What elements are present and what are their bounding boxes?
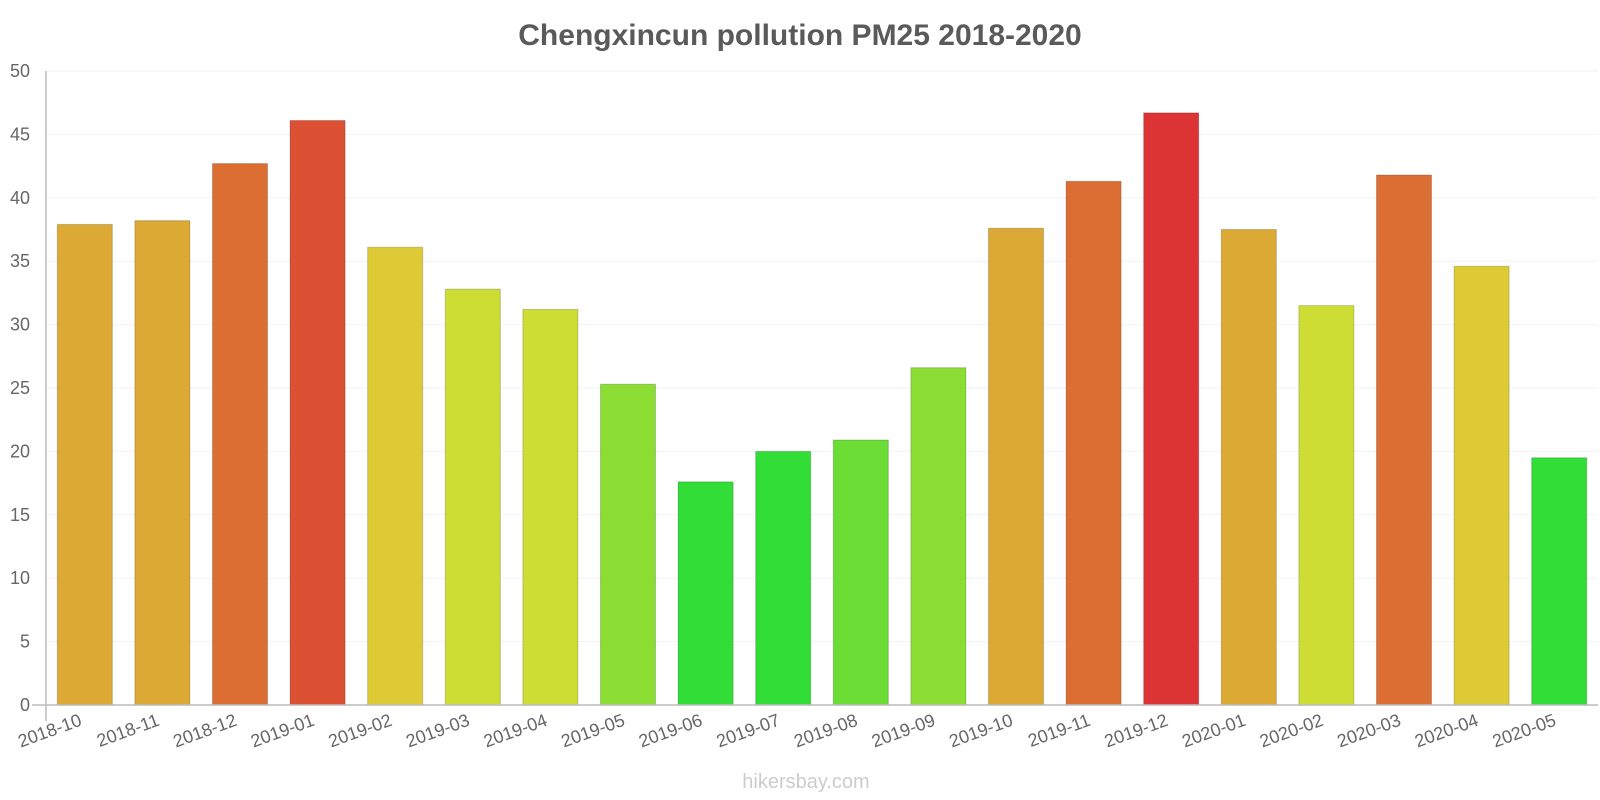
bar-2019-10 (987, 227, 1045, 706)
bar-2018-12 (211, 163, 269, 706)
y-tick-label: 35 (10, 251, 30, 271)
x-tick-label: 2020-02 (1257, 710, 1326, 751)
chart-title: Chengxincun pollution PM25 2018-2020 (518, 19, 1081, 52)
bar-2019-08 (832, 439, 889, 706)
x-tick-label: 2020-05 (1490, 710, 1559, 751)
x-tick-label: 2019-10 (946, 710, 1015, 751)
bar-2018-10 (56, 223, 113, 706)
y-tick-label: 15 (10, 505, 30, 525)
bar-2019-02 (367, 246, 424, 706)
bar-2019-06 (677, 481, 734, 706)
x-tick-label: 2019-09 (869, 710, 938, 751)
y-tick-label: 10 (10, 568, 30, 588)
x-tick-label: 2019-07 (714, 710, 783, 751)
x-tick-label: 2019-01 (248, 710, 317, 751)
x-tick-label: 2019-08 (791, 710, 860, 751)
bar-2020-05 (1531, 457, 1588, 706)
y-tick-label: 0 (20, 695, 30, 715)
y-tick-label: 20 (10, 441, 30, 461)
bar-2019-05 (599, 383, 657, 706)
x-tick-label: 2019-12 (1102, 710, 1171, 751)
bars (56, 112, 1588, 706)
x-tick-label: 2019-03 (403, 710, 472, 751)
bar-2020-04 (1453, 265, 1510, 706)
x-tick-label: 2020-01 (1179, 710, 1248, 751)
y-tick-label: 5 (20, 632, 30, 652)
y-tick-label: 30 (10, 315, 30, 335)
bar-2019-04 (522, 308, 579, 706)
x-tick-label: 2019-04 (481, 710, 550, 751)
x-axis-ticks: 2018-10 2018-11 2018-12 2019-01 2019-02 2019-… (15, 710, 1558, 751)
x-tick-label: 2018-10 (15, 710, 84, 751)
y-tick-label: 50 (10, 61, 30, 81)
bar-2019-11 (1065, 180, 1122, 706)
bar-2020-02 (1298, 305, 1355, 706)
bar-2019-07 (755, 450, 812, 706)
bar-2019-03 (444, 288, 501, 706)
y-tick-label: 25 (10, 378, 30, 398)
x-tick-label: 2020-04 (1412, 710, 1481, 751)
x-tick-label: 2019-02 (326, 710, 395, 751)
bar-2018-11 (134, 220, 191, 706)
x-tick-label: 2019-06 (636, 710, 705, 751)
y-tick-label: 40 (10, 188, 30, 208)
x-tick-label: 2019-11 (1025, 710, 1093, 751)
bar-2020-03 (1375, 174, 1433, 706)
x-tick-label: 2019-05 (558, 710, 627, 751)
grid-lines (46, 70, 1598, 643)
x-tick-label: 2018-12 (170, 710, 239, 751)
bar-2019-12 (1143, 112, 1200, 706)
y-tick-label: 45 (10, 124, 30, 144)
y-axis-ticks: 0 5 10 15 20 25 30 35 40 45 50 (10, 61, 30, 715)
bar-2020-01 (1220, 229, 1277, 706)
x-tick-label: 2018-11 (94, 710, 162, 751)
watermark: hikersbay.com (742, 771, 869, 793)
bar-2019-09 (910, 367, 967, 706)
bar-2019-01 (289, 119, 346, 706)
x-tick-label: 2020-03 (1334, 710, 1403, 751)
